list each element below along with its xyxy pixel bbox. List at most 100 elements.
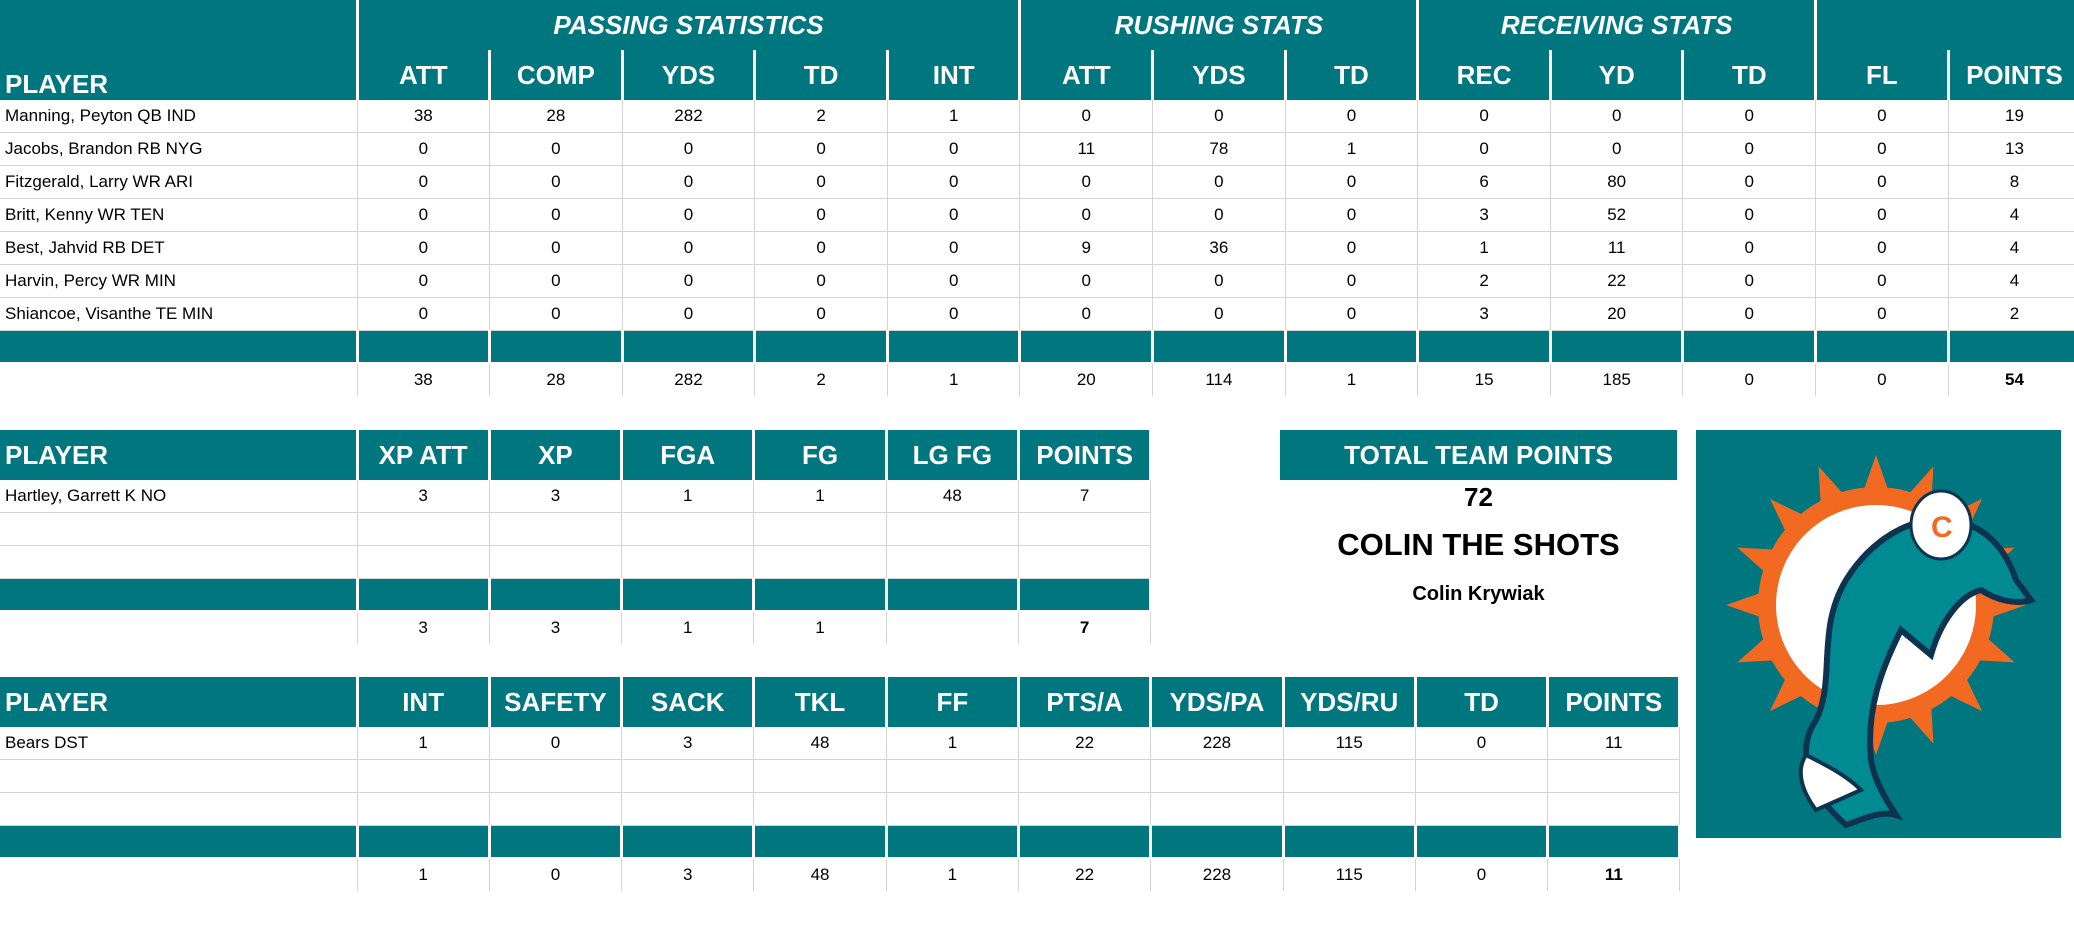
stat-cell	[1415, 792, 1549, 826]
separator-bar	[0, 578, 1153, 612]
stat-cell: 0	[357, 198, 491, 232]
stat-cell: 0	[1019, 100, 1154, 133]
column-header: PLAYER	[0, 430, 359, 480]
total-cell: 185	[1550, 363, 1684, 396]
stat-cell: 0	[489, 297, 623, 331]
table-row: Britt, Kenny WR TEN 0 0 0 0 0 0 0 0 3 52 0 0 4	[0, 198, 2074, 232]
column-header: SAFETY	[489, 677, 624, 727]
stat-cell: 0	[887, 231, 1021, 265]
column-header: TD	[1285, 50, 1420, 100]
stat-cell: 0	[1152, 165, 1286, 199]
separator-bar	[0, 825, 1682, 859]
stat-cell: 0	[357, 165, 491, 199]
separator-cell	[1018, 825, 1153, 859]
kicker-stats-table: PLAYER XP ATT XP FGA FG LG FG POINTS Hartley, G…	[0, 430, 1153, 644]
stat-cell	[1018, 792, 1152, 826]
column-header: PTS/A	[1018, 677, 1153, 727]
stat-cell	[489, 759, 623, 793]
stat-cell: 0	[754, 165, 888, 199]
separator-cell	[1417, 330, 1552, 364]
column-header: XP ATT	[357, 430, 491, 480]
total-cell: 0	[1682, 363, 1817, 396]
total-cell	[886, 611, 1019, 644]
total-points: 7	[1018, 611, 1152, 644]
stat-cell: 3	[357, 480, 490, 513]
stat-cell	[621, 512, 755, 546]
stat-cell: 0	[1550, 100, 1684, 133]
group-header	[1815, 0, 2074, 50]
player-name: Fitzgerald, Larry WR ARI	[0, 165, 358, 199]
stat-cell	[1415, 759, 1549, 793]
total-cell: 1	[753, 611, 887, 644]
stat-cell: 19	[1948, 100, 2074, 133]
separator-cell	[1283, 825, 1417, 859]
stat-cell: 282	[622, 100, 756, 133]
stat-cell	[886, 759, 1019, 793]
stat-cell: 0	[622, 297, 756, 331]
stat-cell: 80	[1550, 165, 1684, 199]
separator-cell	[753, 825, 888, 859]
stat-cell: 0	[1285, 165, 1419, 199]
separator-cell	[1547, 825, 1682, 859]
stat-cell: 22	[1018, 727, 1152, 760]
stat-cell: 2	[754, 100, 888, 133]
column-header-row: PLAYER INT SAFETY SACK TKL FF PTS/A YDS/PA YDS/R…	[0, 677, 1682, 727]
column-header: POINTS	[1547, 677, 1682, 727]
total-cell: 228	[1150, 858, 1284, 891]
table-row	[0, 792, 1681, 826]
player-name	[0, 759, 358, 793]
column-header-row: ATT COMP YDS TD INT ATT YDS TD REC YD TD FL POINTS	[0, 50, 2074, 100]
total-team-points-value: 72	[1464, 482, 1493, 512]
stat-cell: 0	[489, 198, 623, 232]
stat-cell: 4	[1948, 231, 2074, 265]
player-name: Bears DST	[0, 727, 358, 760]
player-name: Hartley, Garrett K NO	[0, 480, 358, 513]
stat-cell: 0	[754, 264, 888, 298]
separator-cell	[621, 825, 756, 859]
stat-cell: 1	[886, 727, 1019, 760]
stat-cell: 3	[1417, 198, 1551, 232]
separator-cell	[1018, 578, 1153, 612]
stat-cell: 0	[1815, 198, 1949, 232]
stat-cell: 78	[1152, 132, 1286, 166]
stat-cell: 0	[1682, 297, 1817, 331]
total-team-points-header: TOTAL TEAM POINTS	[1280, 430, 1677, 480]
separator-cell	[0, 330, 359, 364]
stat-cell	[753, 759, 887, 793]
separator-cell	[0, 825, 359, 859]
stat-cell	[1547, 792, 1681, 826]
total-cell: 282	[622, 363, 756, 396]
column-header: COMP	[489, 50, 624, 100]
stat-cell: 0	[1417, 132, 1551, 166]
stat-cell: 1	[621, 480, 755, 513]
separator-cell	[489, 825, 624, 859]
stat-cell: 9	[1019, 231, 1154, 265]
stat-cell: 36	[1152, 231, 1286, 265]
stat-cell: 0	[754, 297, 888, 331]
stat-cell: 0	[1285, 100, 1419, 133]
stat-cell: 8	[1948, 165, 2074, 199]
total-cell: 3	[621, 858, 755, 891]
stat-cell: 1	[753, 480, 887, 513]
stat-cell	[886, 545, 1019, 579]
separator-cell	[622, 330, 757, 364]
total-cell: 1	[1285, 363, 1419, 396]
stat-cell: 0	[357, 297, 491, 331]
separator-cell	[1415, 825, 1550, 859]
stat-cell	[753, 512, 887, 546]
stat-cell: 3	[621, 727, 755, 760]
stat-cell: 228	[1150, 727, 1284, 760]
miami-dolphins-logo-icon: C	[1696, 430, 2061, 838]
separator-cell	[1285, 330, 1420, 364]
column-header: FG	[753, 430, 888, 480]
stat-cell: 11	[1550, 231, 1684, 265]
column-header: FF	[886, 677, 1020, 727]
svg-text:C: C	[1931, 511, 1953, 544]
total-cell: 22	[1018, 858, 1152, 891]
stat-cell: 0	[1285, 264, 1419, 298]
totals-row: 1 0 3 48 1 22 228 115 0 11	[0, 858, 1681, 891]
player-name	[0, 545, 358, 579]
stat-cell: 0	[1019, 297, 1154, 331]
stat-cell	[489, 512, 623, 546]
stat-cell	[886, 512, 1019, 546]
